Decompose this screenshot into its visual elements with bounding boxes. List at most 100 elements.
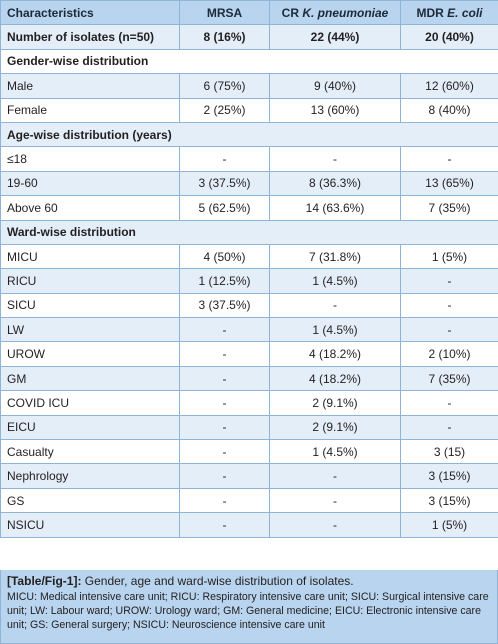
mrsa-cell: 2 (25%) <box>179 97 270 123</box>
table-row: LW -1 (4.5%) - <box>0 317 498 343</box>
mdr-e-coli-cell: 2 (10%) <box>400 341 498 367</box>
table-row: Nephrology - -3 (15%) <box>0 463 498 489</box>
cr-k-pneumoniae-cell: 13 (60%) <box>269 97 401 123</box>
mrsa-cell: - <box>179 463 270 489</box>
cr-k-pneumoniae-cell: - <box>269 512 401 538</box>
mdr-e-coli-cell: - <box>400 317 498 343</box>
mdr-e-coli-cell: - <box>400 292 498 319</box>
mdr-e-coli-cell: 3 (15%) <box>400 487 498 514</box>
mdr-e-coli-cell: 3 (15) <box>400 439 498 465</box>
mdr-e-coli-cell: 1 (5%) <box>400 243 498 270</box>
row-label-cell: MICU <box>0 243 180 270</box>
mrsa-cell: - <box>179 487 270 514</box>
row-label-cell: GS <box>0 487 180 514</box>
cr-k-pneumoniae-cell: 22 (44%) <box>269 24 401 50</box>
caption-title-line: [Table/Fig-1]: Gender, age and ward-wise… <box>7 573 491 590</box>
table-row: GS - -3 (15%) <box>0 487 498 514</box>
mrsa-cell: 1 (12.5%) <box>179 268 270 294</box>
header-cr-k-pneumoniae: CR K. pneumoniae <box>269 0 401 26</box>
row-label-cell: RICU <box>0 268 180 294</box>
mrsa-cell: 6 (75%) <box>179 73 270 99</box>
table-row: Above 60 5 (62.5%) 14 (63.6%) 7 (35%) <box>0 195 498 221</box>
row-label-cell: 19-60 <box>0 170 180 197</box>
table-row: Female 2 (25%) 13 (60%) 8 (40%) <box>0 97 498 123</box>
table-row: Casualty -1 (4.5%) 3 (15) <box>0 439 498 465</box>
mrsa-cell: - <box>179 341 270 367</box>
cr-k-pneumoniae-cell: - <box>269 146 401 172</box>
row-label-cell: Casualty <box>0 439 180 465</box>
row-label-cell: Male <box>0 73 180 99</box>
mrsa-cell: 8 (16%) <box>179 24 270 50</box>
row-label-cell: Nephrology <box>0 463 180 489</box>
cr-k-pneumoniae-cell: 4 (18.2%) <box>269 341 401 367</box>
header-row: Characteristics MRSA CR K. pneumoniae MD… <box>0 0 498 26</box>
section-row: Ward-wise distribution <box>0 219 498 245</box>
caption-abbreviations: MICU: Medical intensive care unit; RICU:… <box>7 591 489 631</box>
mrsa-cell: 4 (50%) <box>179 243 270 270</box>
mdr-e-coli-cell: 1 (5%) <box>400 512 498 538</box>
cr-k-pneumoniae-cell: 2 (9.1%) <box>269 390 401 416</box>
table-caption: [Table/Fig-1]: Gender, age and ward-wise… <box>0 570 498 644</box>
row-label-cell: LW <box>0 317 180 343</box>
table-row: NSICU - -1 (5%) <box>0 512 498 538</box>
header-cr-prefix: CR <box>281 5 303 20</box>
cr-k-pneumoniae-cell: - <box>269 487 401 514</box>
mrsa-cell: - <box>179 365 270 392</box>
cr-k-pneumoniae-cell: - <box>269 292 401 319</box>
mdr-e-coli-cell: 3 (15%) <box>400 463 498 489</box>
mdr-e-coli-cell: - <box>400 146 498 172</box>
mdr-e-coli-cell: 20 (40%) <box>400 24 498 50</box>
table-row: ≤18- - - <box>0 146 498 172</box>
cr-k-pneumoniae-cell: 1 (4.5%) <box>269 268 401 294</box>
table-row: UROW -4 (18.2%) 2 (10%) <box>0 341 498 367</box>
header-mrsa: MRSA <box>179 0 270 26</box>
mdr-e-coli-cell: 8 (40%) <box>400 97 498 123</box>
table-row: RICU 1 (12.5%) 1 (4.5%) - <box>0 268 498 294</box>
table-row: 19-60 3 (37.5%) 8 (36.3%) 13 (65%) <box>0 170 498 197</box>
table-row: Number of isolates (n=50) 8 (16%) 22 (44%)… <box>0 24 498 50</box>
row-label-cell: GM <box>0 365 180 392</box>
section-row: Age-wise distribution (years) <box>0 121 498 148</box>
row-label-cell: UROW <box>0 341 180 367</box>
mrsa-cell: 3 (37.5%) <box>179 170 270 197</box>
row-label-cell: SICU <box>0 292 180 319</box>
mrsa-cell: - <box>179 439 270 465</box>
table-row: COVID ICU -2 (9.1%) - <box>0 390 498 416</box>
cr-k-pneumoniae-cell: 7 (31.8%) <box>269 243 401 270</box>
cr-k-pneumoniae-cell: 14 (63.6%) <box>269 195 401 221</box>
table-body: Number of isolates (n=50) 8 (16%) 22 (44%)… <box>0 24 498 538</box>
mdr-e-coli-cell: - <box>400 414 498 441</box>
mrsa-cell: - <box>179 146 270 172</box>
header-e-coli: E. coli <box>447 5 483 20</box>
cr-k-pneumoniae-cell: 4 (18.2%) <box>269 365 401 392</box>
row-label-cell: Female <box>0 97 180 123</box>
header-characteristics: Characteristics <box>0 0 180 26</box>
section-heading: Gender-wise distribution <box>0 48 498 75</box>
table-row: EICU -2 (9.1%) - <box>0 414 498 441</box>
mdr-e-coli-cell: 13 (65%) <box>400 170 498 197</box>
caption-ref: [Table/Fig-1]: <box>7 574 82 588</box>
cr-k-pneumoniae-cell: 1 (4.5%) <box>269 317 401 343</box>
row-label-cell: COVID ICU <box>0 390 180 416</box>
mdr-e-coli-cell: 12 (60%) <box>400 73 498 99</box>
section-row: Gender-wise distribution <box>0 48 498 75</box>
cr-k-pneumoniae-cell: 9 (40%) <box>269 73 401 99</box>
mdr-e-coli-cell: 7 (35%) <box>400 195 498 221</box>
mdr-e-coli-cell: 7 (35%) <box>400 365 498 392</box>
table-row: SICU 3 (37.5%) - - <box>0 292 498 319</box>
row-label-cell: Above 60 <box>0 195 180 221</box>
section-heading: Ward-wise distribution <box>0 219 498 245</box>
table-row: GM -4 (18.2%) 7 (35%) <box>0 365 498 392</box>
mdr-e-coli-cell: - <box>400 268 498 294</box>
caption-title: Gender, age and ward-wise distribution o… <box>81 574 354 588</box>
table-row: Male 6 (75%) 9 (40%) 12 (60%) <box>0 73 498 99</box>
section-heading: Age-wise distribution (years) <box>0 121 498 148</box>
isolates-table: Characteristics MRSA CR K. pneumoniae MD… <box>0 0 498 538</box>
mrsa-cell: - <box>179 317 270 343</box>
mrsa-cell: 5 (62.5%) <box>179 195 270 221</box>
header-mdr-e-coli: MDR E. coli <box>400 0 498 26</box>
cr-k-pneumoniae-cell: 2 (9.1%) <box>269 414 401 441</box>
row-label-cell: Number of isolates (n=50) <box>0 24 180 50</box>
header-k-pneumoniae: K. pneumoniae <box>302 5 389 20</box>
